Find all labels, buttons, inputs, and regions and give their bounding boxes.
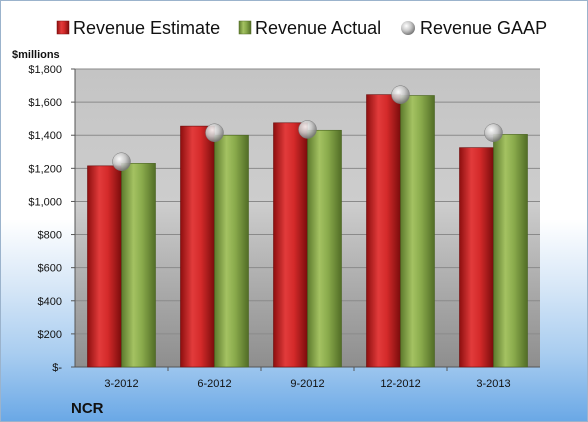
- marker-revenue-gaap: [484, 123, 503, 142]
- marker-revenue-gaap: [112, 152, 131, 171]
- x-tick-label: 3-2012: [104, 378, 138, 390]
- legend-item-estimate: Revenue Estimate: [56, 18, 220, 38]
- legend-label-gaap: Revenue GAAP: [420, 18, 547, 38]
- legend-label-estimate: Revenue Estimate: [73, 18, 220, 38]
- marker-revenue-gaap: [298, 120, 317, 139]
- y-axis-unit-label: $millions: [12, 49, 60, 61]
- marker-revenue-gaap: [391, 85, 410, 104]
- bar-revenue-estimate: [87, 165, 122, 368]
- y-tick-label: $400: [38, 296, 62, 308]
- bars: [87, 94, 528, 368]
- y-tick-label: $600: [38, 263, 62, 275]
- y-tick-label: $1,000: [28, 196, 62, 208]
- gaap-markers: [112, 85, 503, 171]
- y-tick-label: $200: [38, 329, 62, 341]
- x-tick-label: 12-2012: [380, 378, 420, 390]
- x-axis-ticks: 3-2012 6-2012 9-2012 12-2012 3-2013: [104, 367, 511, 390]
- bar-revenue-estimate: [180, 125, 215, 368]
- ticker-label: NCR: [71, 400, 104, 417]
- bar-revenue-actual: [307, 129, 342, 368]
- bar-revenue-actual: [121, 163, 156, 368]
- legend-swatch-actual: [238, 20, 252, 35]
- legend-item-actual: Revenue Actual: [238, 18, 381, 38]
- legend-label-actual: Revenue Actual: [255, 18, 381, 38]
- y-tick-label: $1,200: [28, 163, 62, 175]
- bar-revenue-actual: [400, 95, 435, 368]
- y-tick-label: $1,800: [28, 64, 62, 76]
- y-tick-label: $1,400: [28, 130, 62, 142]
- marker-revenue-gaap: [205, 123, 224, 142]
- legend-swatch-estimate: [56, 20, 70, 35]
- bar-revenue-estimate: [273, 122, 308, 368]
- bar-revenue-actual: [214, 134, 249, 368]
- bar-revenue-actual: [493, 134, 528, 368]
- y-tick-label: $-: [52, 362, 62, 374]
- x-tick-label: 6-2012: [197, 378, 231, 390]
- bar-revenue-estimate: [366, 94, 401, 368]
- y-tick-label: $800: [38, 230, 62, 242]
- bar-revenue-estimate: [459, 147, 494, 368]
- legend: Revenue Estimate Revenue Actual Revenue …: [56, 18, 547, 38]
- legend-item-gaap: Revenue GAAP: [401, 18, 547, 38]
- x-tick-label: 9-2012: [290, 378, 324, 390]
- y-tick-label: $1,600: [28, 97, 62, 109]
- x-tick-label: 3-2013: [476, 378, 510, 390]
- legend-marker-gaap: [401, 21, 415, 35]
